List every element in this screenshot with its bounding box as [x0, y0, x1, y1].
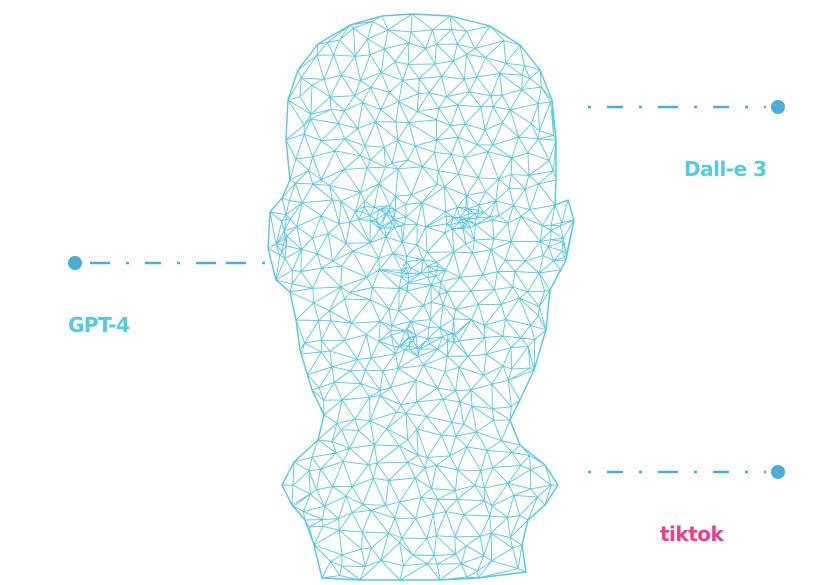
connector-gpt [68, 256, 268, 270]
head-mesh-triangles [267, 13, 575, 581]
head-outline-path [267, 13, 575, 581]
label-dall-e-3: Dall-e 3 [684, 157, 767, 181]
connector-dot-dalle [771, 100, 785, 114]
connector-dot-tiktok [771, 465, 785, 479]
head-mesh [267, 13, 575, 581]
label-tiktok: tiktok [660, 522, 724, 546]
connector-dot-gpt [68, 256, 82, 270]
connector-tiktok [588, 465, 785, 479]
label-gpt-4: GPT-4 [68, 313, 130, 337]
connector-dalle [588, 100, 785, 114]
head-outline [267, 13, 575, 581]
